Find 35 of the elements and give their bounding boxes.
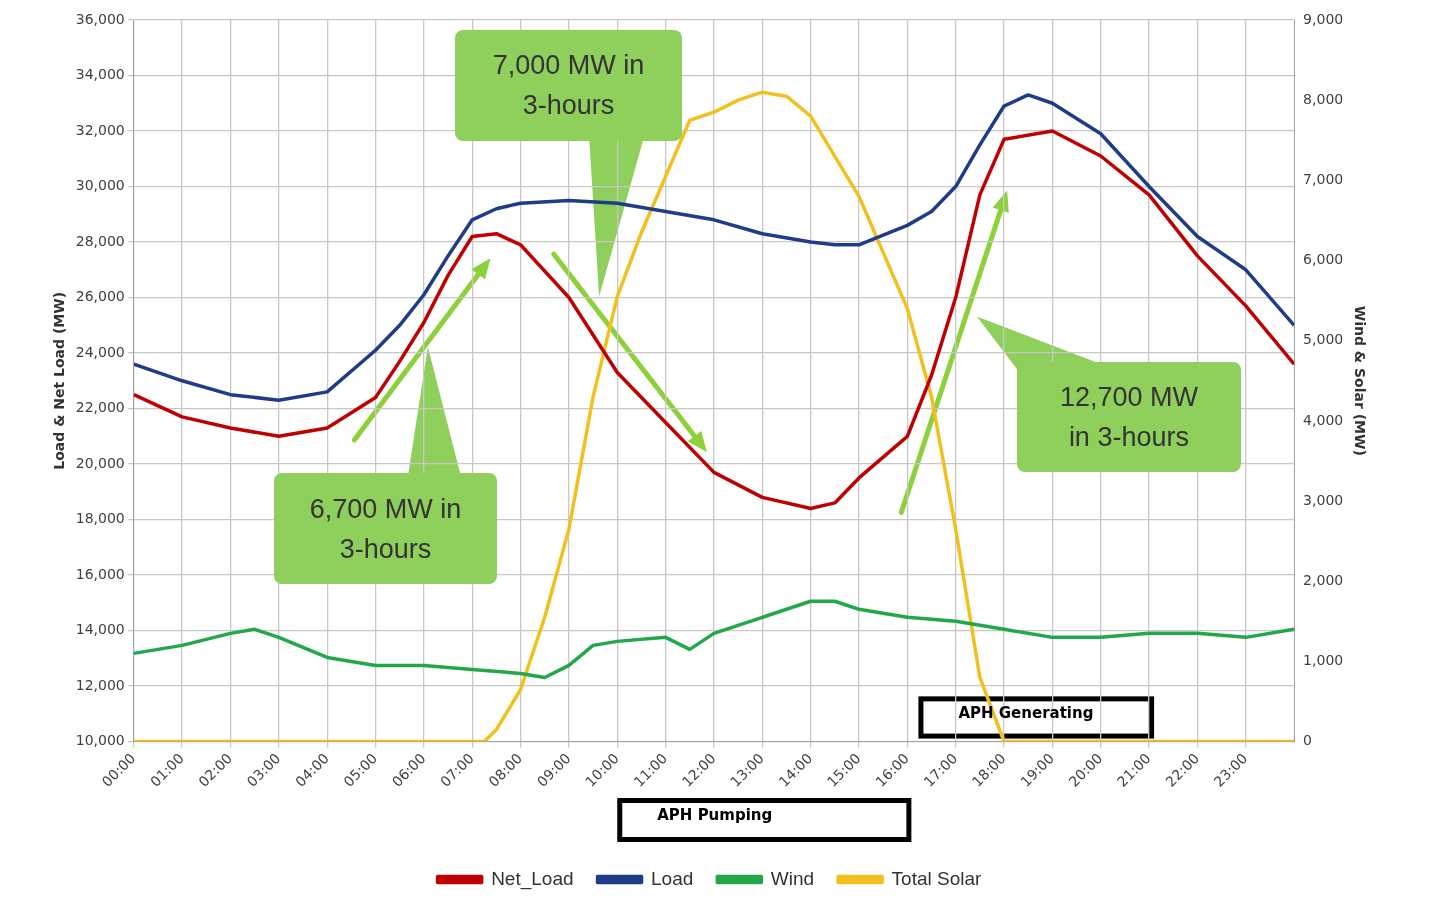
y2-tick-label: 6,000 xyxy=(1303,251,1344,268)
y2-axis-title: Wind & Solar (MW) xyxy=(1351,305,1368,456)
y-tick-label: 26,000 xyxy=(75,288,125,305)
y2-tick-label: 0 xyxy=(1303,732,1313,749)
y2-tick-label: 7,000 xyxy=(1303,170,1344,187)
y2-tick-label: 1,000 xyxy=(1303,652,1344,669)
annotation: 12,700 MW in 3-hours xyxy=(1058,380,1199,454)
y-tick-label: 32,000 xyxy=(75,121,125,138)
y-tick-label: 34,000 xyxy=(75,66,125,83)
annotation: APH Generating xyxy=(958,704,1094,723)
legend-label: Net_Load xyxy=(491,867,574,890)
legend-label: Wind xyxy=(770,867,815,889)
y-axis-title: Load & Net Load (MW) xyxy=(51,291,68,470)
legend-label: Load xyxy=(651,867,694,889)
annotation: 6,700 MW in 3-hours xyxy=(308,492,463,566)
y2-tick-label: 2,000 xyxy=(1303,571,1344,588)
y-tick-label: 36,000 xyxy=(75,10,125,27)
y-tick-label: 18,000 xyxy=(75,510,125,527)
y2-tick-label: 8,000 xyxy=(1303,90,1344,107)
legend-label: Total Solar xyxy=(891,867,983,889)
text: APH Pumping xyxy=(657,806,773,824)
y-tick-label: 28,000 xyxy=(75,232,125,249)
y-tick-label: 30,000 xyxy=(75,177,125,194)
y-tick-label: 24,000 xyxy=(75,343,125,360)
y-tick-label: 10,000 xyxy=(75,732,125,749)
y-tick-label: 20,000 xyxy=(75,454,125,471)
y2-tick-label: 3,000 xyxy=(1303,491,1344,508)
annotation: 7,000 MW in 3-hours xyxy=(491,49,646,123)
y-tick-label: 12,000 xyxy=(75,676,125,693)
y2-tick-label: 5,000 xyxy=(1303,331,1344,348)
y2-tick-label: 9,000 xyxy=(1303,10,1344,27)
y-tick-label: 16,000 xyxy=(75,565,125,582)
y-tick-label: 22,000 xyxy=(75,399,125,416)
y2-tick-label: 4,000 xyxy=(1303,411,1344,428)
y-tick-label: 14,000 xyxy=(75,621,125,638)
